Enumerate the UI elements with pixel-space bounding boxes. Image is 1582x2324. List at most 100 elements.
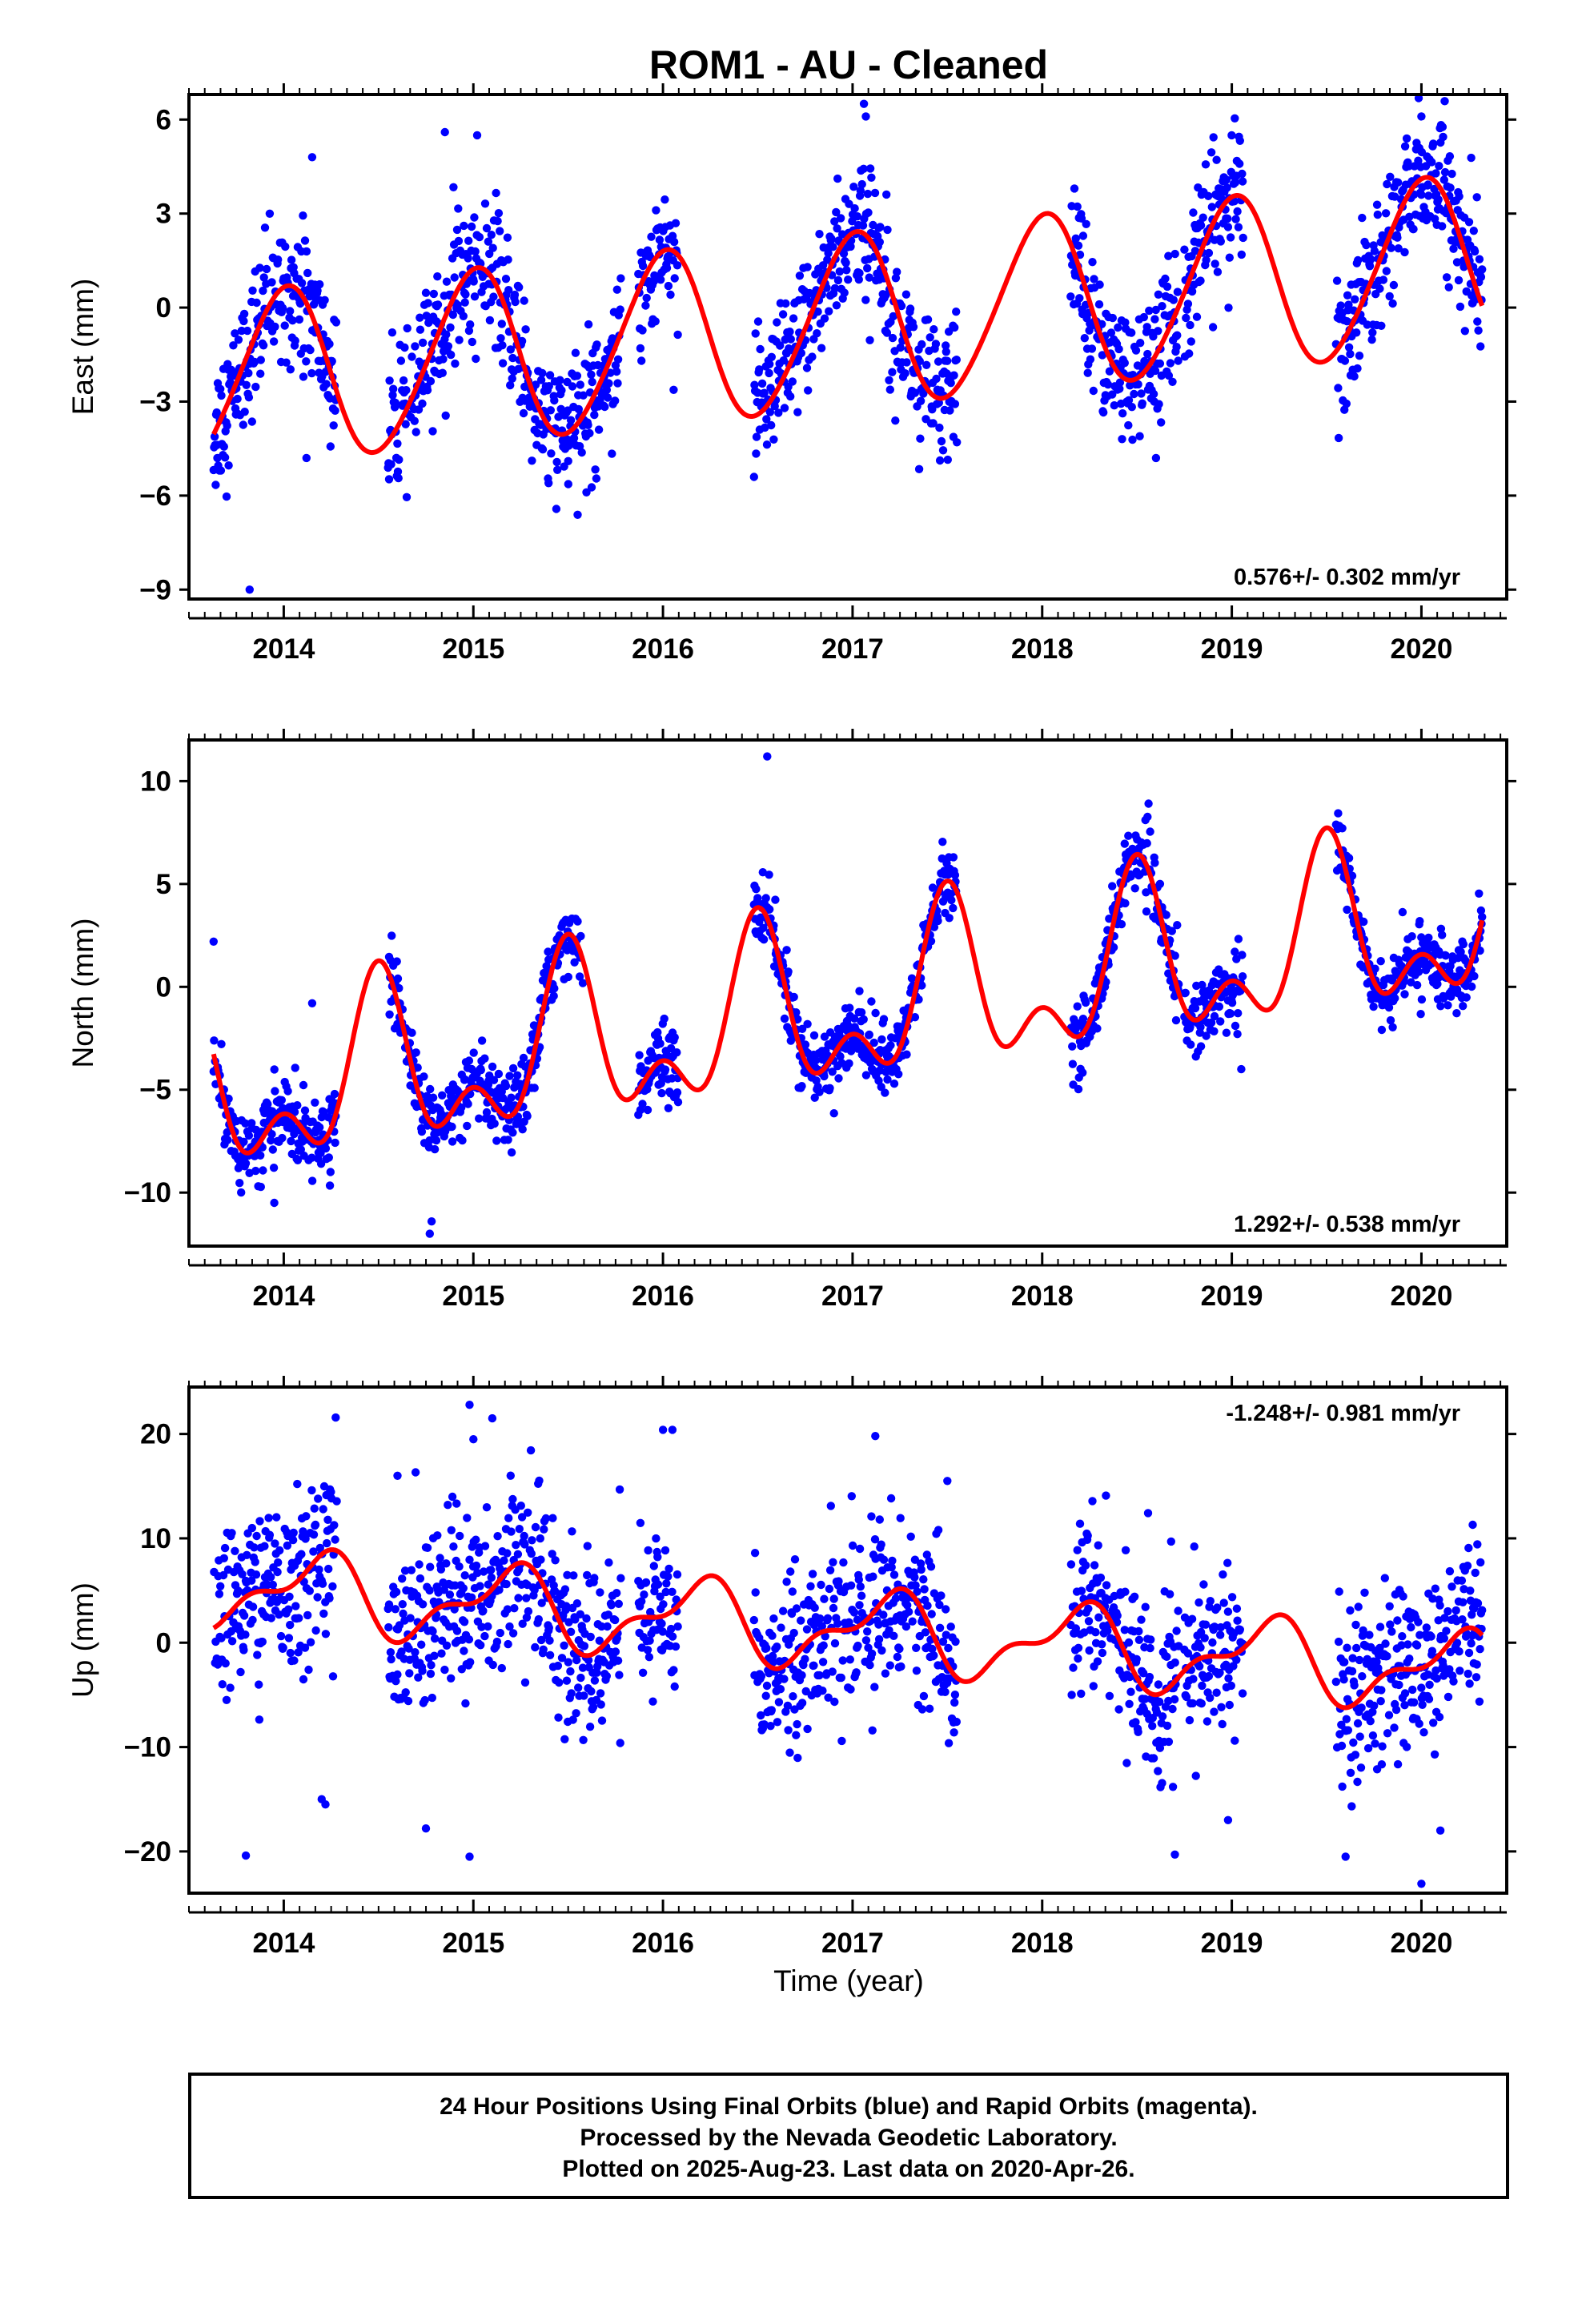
data-point bbox=[239, 1646, 248, 1655]
data-point bbox=[233, 394, 242, 404]
data-point bbox=[950, 371, 958, 380]
outlier-point bbox=[472, 131, 482, 140]
data-point bbox=[424, 299, 432, 308]
data-point bbox=[1168, 1704, 1177, 1714]
data-point bbox=[934, 916, 942, 926]
data-point bbox=[1376, 957, 1385, 966]
data-point bbox=[1150, 315, 1159, 324]
data-point bbox=[1219, 1570, 1227, 1579]
data-point bbox=[1350, 1681, 1359, 1690]
data-point bbox=[508, 353, 517, 363]
data-point bbox=[765, 368, 773, 378]
data-point bbox=[1389, 280, 1399, 290]
data-point bbox=[891, 274, 901, 283]
data-point bbox=[544, 479, 553, 488]
data-point bbox=[1446, 183, 1455, 192]
data-point bbox=[1115, 384, 1124, 393]
outlier-point bbox=[1151, 453, 1161, 463]
data-point bbox=[1166, 1590, 1174, 1598]
data-point bbox=[912, 1667, 921, 1675]
data-point bbox=[1237, 250, 1247, 259]
data-point bbox=[1187, 287, 1197, 296]
data-point bbox=[867, 1512, 876, 1521]
data-point bbox=[460, 1075, 469, 1084]
data-point bbox=[401, 420, 410, 428]
data-point bbox=[488, 1062, 497, 1072]
data-point bbox=[673, 330, 682, 340]
data-point bbox=[217, 391, 226, 400]
data-point bbox=[1400, 247, 1409, 257]
data-point bbox=[582, 488, 591, 497]
data-point bbox=[1359, 917, 1368, 927]
data-point bbox=[774, 408, 783, 417]
data-point bbox=[1234, 935, 1243, 943]
data-point bbox=[1143, 349, 1152, 359]
data-point bbox=[1162, 1652, 1171, 1661]
data-point bbox=[1195, 1662, 1204, 1671]
data-point bbox=[773, 1642, 781, 1651]
data-point bbox=[1425, 1680, 1434, 1689]
data-point bbox=[653, 1553, 662, 1562]
data-point bbox=[659, 1600, 668, 1609]
data-point bbox=[315, 1565, 323, 1574]
data-point bbox=[448, 1122, 456, 1132]
data-point bbox=[1234, 223, 1243, 231]
data-point bbox=[661, 1065, 670, 1074]
x-tick-label: 2019 bbox=[1201, 633, 1263, 665]
data-point bbox=[566, 416, 576, 424]
data-point bbox=[1468, 982, 1476, 991]
data-point bbox=[1362, 240, 1371, 250]
data-point bbox=[267, 1130, 276, 1139]
data-point bbox=[1433, 979, 1442, 988]
data-point bbox=[670, 1033, 679, 1042]
data-point bbox=[480, 1631, 489, 1641]
data-point bbox=[1125, 1699, 1134, 1708]
data-point bbox=[557, 386, 566, 395]
data-point bbox=[1400, 1689, 1410, 1698]
data-point bbox=[432, 1136, 441, 1145]
data-point bbox=[808, 352, 817, 361]
data-point bbox=[1144, 799, 1153, 808]
data-point bbox=[1443, 1692, 1453, 1702]
data-point bbox=[502, 1579, 511, 1589]
data-point bbox=[612, 285, 621, 294]
data-point bbox=[829, 243, 837, 251]
data-point bbox=[1238, 169, 1247, 179]
data-point bbox=[1110, 401, 1119, 410]
x-tick-label: 2014 bbox=[252, 633, 315, 665]
data-point bbox=[1143, 812, 1152, 822]
data-point bbox=[325, 340, 334, 348]
data-point bbox=[944, 1643, 953, 1653]
data-point bbox=[328, 1582, 337, 1591]
data-point bbox=[825, 307, 833, 316]
data-point bbox=[472, 354, 480, 364]
data-point bbox=[1089, 1682, 1098, 1691]
data-point bbox=[916, 396, 926, 405]
outlier-point bbox=[209, 937, 218, 947]
data-point bbox=[888, 333, 897, 343]
data-point bbox=[1238, 972, 1247, 981]
data-point bbox=[761, 894, 770, 903]
data-point bbox=[825, 1084, 834, 1093]
y-tick-label: 0 bbox=[156, 971, 171, 1003]
data-point bbox=[272, 1513, 281, 1522]
data-point bbox=[1387, 1627, 1396, 1636]
data-point bbox=[1438, 931, 1447, 939]
data-point bbox=[1350, 372, 1359, 381]
data-point bbox=[765, 408, 775, 416]
data-point bbox=[865, 1030, 874, 1039]
data-point bbox=[1120, 1626, 1130, 1634]
data-point bbox=[587, 370, 596, 379]
data-point bbox=[856, 186, 865, 195]
data-point bbox=[1201, 160, 1211, 169]
data-point bbox=[1109, 943, 1118, 952]
data-point bbox=[267, 1573, 275, 1582]
data-point bbox=[950, 400, 960, 408]
data-point bbox=[1134, 1635, 1144, 1644]
data-point bbox=[668, 1587, 677, 1597]
data-point bbox=[1078, 1068, 1087, 1077]
data-point bbox=[1423, 180, 1432, 189]
data-point bbox=[1436, 1002, 1445, 1011]
data-point bbox=[648, 1697, 657, 1706]
data-point bbox=[837, 230, 847, 239]
